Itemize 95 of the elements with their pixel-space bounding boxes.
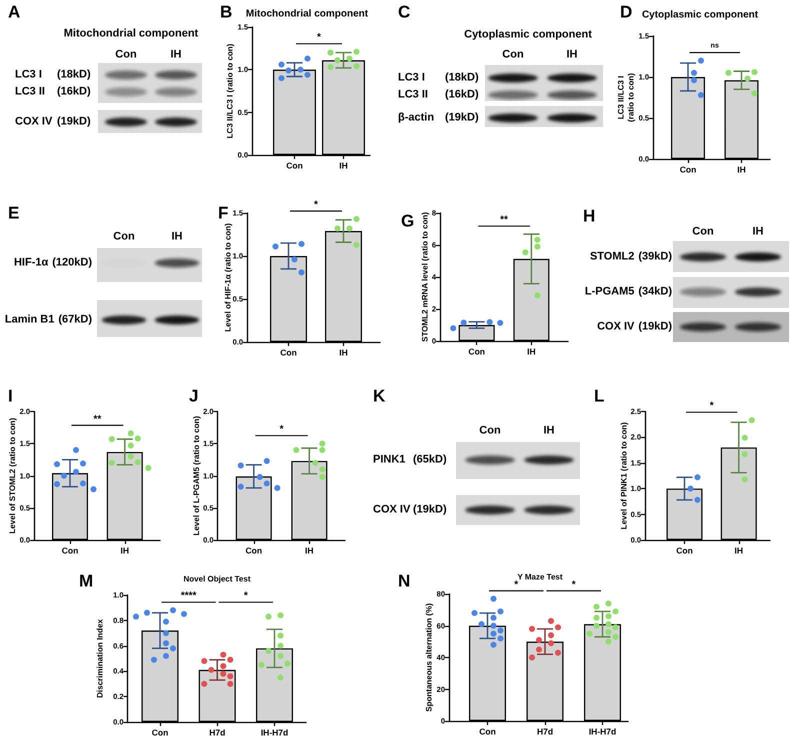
x-tick-label: Con	[152, 728, 168, 738]
x-tick-label: Con	[62, 546, 78, 556]
annotation: **	[500, 214, 508, 226]
text: (39kD)	[638, 250, 672, 262]
text: Mitochondrial component	[64, 28, 198, 40]
chart-title: Novel Object Test	[184, 574, 251, 584]
annotation: *	[280, 424, 284, 436]
x-tick-label: IH	[120, 546, 130, 556]
text: *	[314, 200, 318, 211]
category-label: Con	[115, 48, 137, 60]
text: C	[398, 2, 410, 22]
text: (34kD)	[638, 286, 672, 298]
text: COX IV	[597, 320, 634, 332]
annotation: ****	[180, 590, 197, 602]
x-tick-label: Con	[676, 546, 693, 556]
category-label: IH	[544, 424, 554, 436]
annotation: *	[710, 400, 714, 412]
x-tick-label: IH-H7d	[260, 728, 288, 738]
text: LC3 II	[398, 88, 428, 100]
x-tick-label: H7d	[209, 728, 226, 738]
chart-title: Mitochondrial component	[246, 8, 369, 20]
category-label: IH	[566, 48, 578, 60]
annotation: *	[244, 590, 248, 602]
text: A	[8, 2, 20, 22]
category-label: Con	[113, 230, 135, 242]
x-tick-label: Con	[680, 164, 696, 174]
x-tick-label: IH	[305, 546, 314, 556]
x-tick-label: Con	[246, 546, 262, 556]
text: D	[620, 2, 632, 22]
x-tick-label: IH-H7d	[588, 726, 616, 736]
text: *	[514, 579, 518, 590]
y-axis-title: Level of STOML2 (ratio to con)	[8, 417, 17, 534]
y-axis-title: Level of L-PGAM5 (ratio to con)	[192, 416, 201, 536]
text: (16kD)	[445, 88, 479, 100]
text: B	[220, 2, 232, 22]
text: (16kD)	[57, 86, 91, 98]
text: (18kD)	[57, 68, 91, 80]
annotation: *	[317, 32, 322, 44]
category-label: Con	[479, 424, 501, 436]
text: M	[79, 572, 94, 590]
text: β-actin	[398, 112, 434, 124]
text: HIF-1α	[14, 256, 48, 268]
x-tick-label: IH	[737, 164, 746, 174]
text: (19kD)	[445, 112, 479, 124]
text: (19kD)	[638, 320, 672, 332]
text: (65kD)	[413, 454, 447, 466]
x-tick-label: IH	[339, 160, 348, 170]
y-axis-title: STOML2 mRNA level (ratio to con)	[420, 212, 430, 342]
text: (19kD)	[413, 504, 447, 516]
x-tick-label: Con	[280, 348, 297, 358]
text: I	[8, 386, 13, 406]
y-axis-title: Spontaneous alternation (%)	[424, 602, 434, 712]
text: Lamin B1	[4, 314, 54, 326]
x-tick-label: IH	[734, 546, 744, 556]
text: LC3 I	[15, 68, 42, 80]
text: Cytoplasmic component	[464, 28, 592, 40]
x-tick-label: IH	[339, 348, 348, 358]
text: J	[189, 386, 198, 406]
chart-title: Y Maze Test	[517, 572, 563, 582]
annotation: **	[94, 414, 102, 425]
text: COX IV	[15, 116, 52, 128]
text: G	[401, 212, 414, 230]
x-tick-label: Con	[286, 160, 303, 170]
text: PINK1	[373, 454, 406, 466]
text: LC3 II	[15, 86, 45, 98]
text: E	[8, 204, 20, 222]
text: K	[373, 386, 386, 406]
x-tick-label: Con	[468, 346, 485, 356]
category-label: IH	[752, 226, 764, 238]
text: STOML2	[590, 250, 634, 262]
x-tick-label: Con	[479, 726, 496, 736]
category-label: Con	[502, 48, 524, 60]
text: (18kD)	[445, 72, 479, 84]
chart-title: Cytoplasmic component	[642, 10, 759, 20]
text: L	[594, 386, 604, 406]
text: N	[398, 572, 410, 590]
text: F	[218, 204, 228, 222]
text: (19kD)	[57, 116, 91, 128]
y-axis-title: LC3 II/LC3 I (ratio to con)	[616, 72, 636, 122]
category-label: Con	[692, 226, 714, 238]
x-tick-label: H7d	[536, 726, 554, 736]
y-axis-title: LC3 II/LC3 I (ratio to con)	[226, 43, 234, 138]
text: H	[583, 206, 596, 226]
text: L-PGAM5	[584, 286, 634, 298]
text: (120kD)	[52, 256, 92, 268]
text: COX IV	[373, 504, 410, 516]
text: (67kD)	[58, 314, 92, 326]
x-tick-label: IH	[527, 346, 536, 356]
category-label: IH	[172, 230, 182, 242]
text: LC3 I	[398, 72, 425, 84]
category-label: IH	[170, 48, 182, 60]
y-axis-title: Level of HIF-1α (ratio to con)	[224, 222, 232, 332]
y-axis-title: Discrimination Index	[96, 618, 104, 698]
text: *	[572, 579, 576, 590]
y-axis-title: Level of PINK1 (ratio to con)	[620, 422, 628, 530]
